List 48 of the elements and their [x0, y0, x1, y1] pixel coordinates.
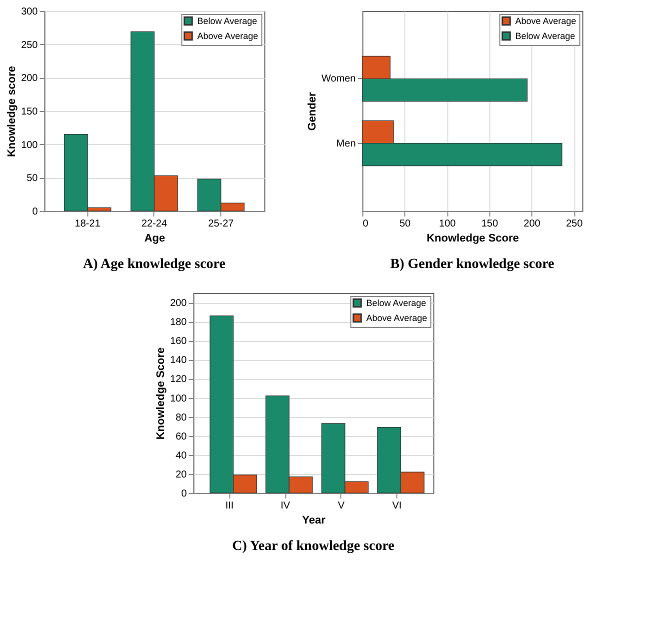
y-tick-label: Women	[321, 74, 356, 85]
legend-label: Below Average	[366, 298, 426, 308]
x-tick-label: VI	[392, 500, 402, 512]
text: B) Gender knowledge score	[390, 257, 554, 272]
y-tick-label: 180	[170, 317, 188, 328]
y-axis-title: Knowledge Score	[155, 347, 168, 440]
y-tick-label: 200	[170, 298, 188, 310]
y-tick-label: 100	[170, 393, 188, 404]
legend-label: Above Average	[366, 313, 428, 323]
y-tick-label: 250	[21, 40, 38, 51]
y-tick-label: 100	[21, 140, 38, 151]
x-axis-title: Age	[144, 232, 166, 244]
y-tick-label: 50	[26, 173, 38, 184]
text: C) Year of knowledge score	[232, 539, 394, 554]
y-tick-label: 150	[21, 106, 38, 118]
y-tick-label: 0	[32, 206, 38, 218]
y-tick-label: 80	[176, 412, 188, 424]
legend-label: Above Average	[515, 16, 576, 26]
x-tick-label: 0	[362, 218, 369, 230]
legend-label: Below Average	[515, 31, 576, 41]
x-tick-label: IV	[280, 500, 290, 512]
x-axis-title: Knowledge Score	[426, 232, 519, 244]
x-tick-label: 22-24	[141, 218, 168, 230]
x-tick-label: 100	[439, 218, 456, 230]
y-tick-label: 60	[176, 431, 188, 442]
y-tick-label: 200	[21, 73, 38, 84]
y-tick-label: 20	[176, 469, 188, 480]
y-tick-label: 40	[176, 450, 188, 462]
y-tick-label: Men	[336, 138, 356, 150]
y-tick-label: 160	[170, 336, 188, 348]
y-axis-title: Gender	[306, 92, 318, 131]
x-tick-label: 200	[524, 218, 541, 230]
x-tick-label: 150	[481, 218, 498, 230]
x-axis-title: Year	[302, 514, 326, 526]
legend-label: Above Average	[197, 31, 258, 41]
y-tick-label: 0	[181, 488, 188, 500]
text: A) Age knowledge score	[83, 257, 226, 272]
x-tick-label: 50	[399, 218, 412, 230]
x-tick-label: 18-21	[74, 218, 101, 230]
y-tick-label: 120	[170, 374, 188, 386]
x-tick-label: V	[338, 500, 345, 512]
y-tick-label: 140	[170, 355, 188, 366]
x-tick-label: 25-27	[208, 218, 234, 230]
legend-label: Below Average	[197, 16, 258, 26]
y-tick-label: 300	[21, 6, 38, 18]
y-axis-title: Knowledge score	[6, 66, 18, 158]
x-tick-label: III	[225, 500, 234, 512]
x-tick-label: 250	[566, 218, 584, 230]
